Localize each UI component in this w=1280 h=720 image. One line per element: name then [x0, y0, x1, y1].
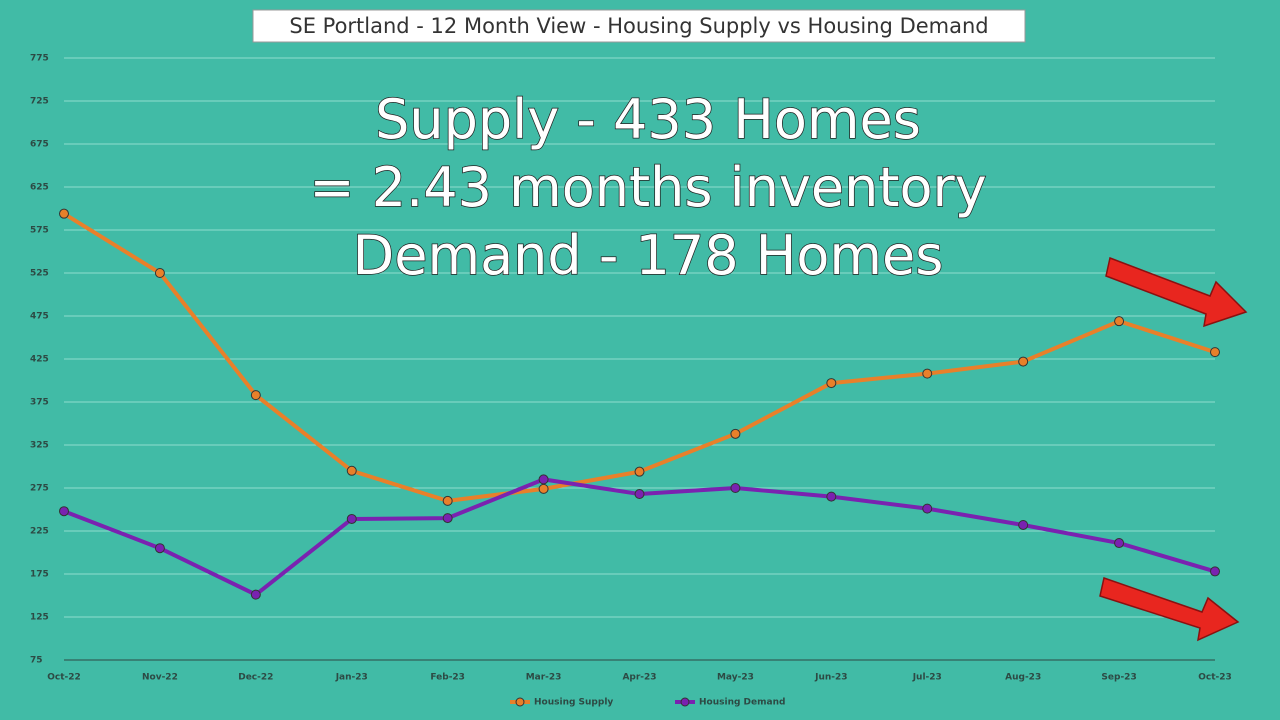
y-tick-label: 225	[30, 527, 49, 537]
arrow	[1099, 577, 1240, 642]
y-tick-label: 375	[30, 398, 49, 408]
x-tick-label: Nov-22	[142, 673, 178, 683]
y-tick-label: 125	[30, 613, 49, 623]
data-point	[730, 483, 741, 493]
x-tick-label: Feb-23	[430, 673, 465, 683]
data-point	[1210, 347, 1220, 358]
data-point	[826, 378, 837, 389]
data-point	[154, 268, 165, 278]
data-point	[1114, 538, 1125, 549]
y-tick-label: 775	[30, 54, 49, 64]
annotation: = 2.43 months inventory	[309, 156, 986, 219]
data-point	[442, 495, 453, 506]
annotation: Demand - 178 Homes	[353, 224, 944, 287]
data-point	[442, 513, 453, 524]
y-tick-label: 325	[30, 441, 49, 451]
data-point	[634, 489, 645, 500]
y-tick-label: 75	[30, 656, 43, 666]
chart-title: SE Portland - 12 Month View - Housing Su…	[289, 14, 988, 38]
legend-marker	[515, 697, 525, 707]
data-point	[538, 483, 549, 494]
data-point	[1114, 316, 1125, 327]
data-point	[634, 466, 645, 477]
data-point	[922, 368, 933, 379]
x-tick-label: Aug-23	[1005, 673, 1041, 683]
legend-marker	[680, 697, 690, 707]
x-tick-label: May-23	[717, 673, 754, 683]
data-point	[1018, 519, 1029, 530]
y-tick-label: 425	[30, 355, 49, 365]
data-point	[346, 465, 357, 476]
x-tick-label: Apr-23	[622, 673, 656, 683]
y-tick-label: 675	[30, 140, 49, 150]
legend-label: Housing Supply	[534, 698, 613, 708]
x-tick-label: Jul-23	[912, 673, 942, 683]
data-point	[922, 503, 933, 514]
x-tick-label: Oct-23	[1198, 673, 1232, 683]
data-point	[730, 428, 741, 439]
data-point	[154, 543, 165, 554]
y-tick-label: 625	[30, 183, 49, 193]
y-tick-label: 175	[30, 570, 49, 580]
annotation: Supply - 433 Homes	[375, 88, 921, 151]
y-tick-label: 525	[30, 269, 49, 279]
data-point	[1210, 566, 1220, 577]
data-point	[59, 208, 69, 219]
y-tick-label: 275	[30, 484, 49, 494]
x-tick-label: Mar-23	[526, 673, 562, 683]
data-point	[346, 513, 357, 524]
data-point	[1018, 356, 1029, 367]
arrow	[1105, 256, 1248, 328]
y-tick-label: 575	[30, 226, 49, 236]
y-tick-label: 475	[30, 312, 49, 322]
data-point	[59, 506, 69, 517]
data-point	[538, 474, 549, 485]
arrows	[1099, 256, 1248, 642]
x-tick-label: Jan-23	[335, 673, 368, 683]
legend-label: Housing Demand	[699, 698, 785, 708]
data-point	[826, 491, 837, 502]
data-point	[250, 390, 261, 401]
title-box	[252, 9, 1026, 43]
x-tick-label: Oct-22	[47, 673, 81, 683]
x-tick-label: Dec-22	[238, 673, 273, 683]
data-point	[250, 589, 261, 600]
x-tick-label: Sep-23	[1101, 673, 1136, 683]
y-tick-label: 725	[30, 97, 49, 107]
x-tick-label: Jun-23	[814, 673, 847, 683]
